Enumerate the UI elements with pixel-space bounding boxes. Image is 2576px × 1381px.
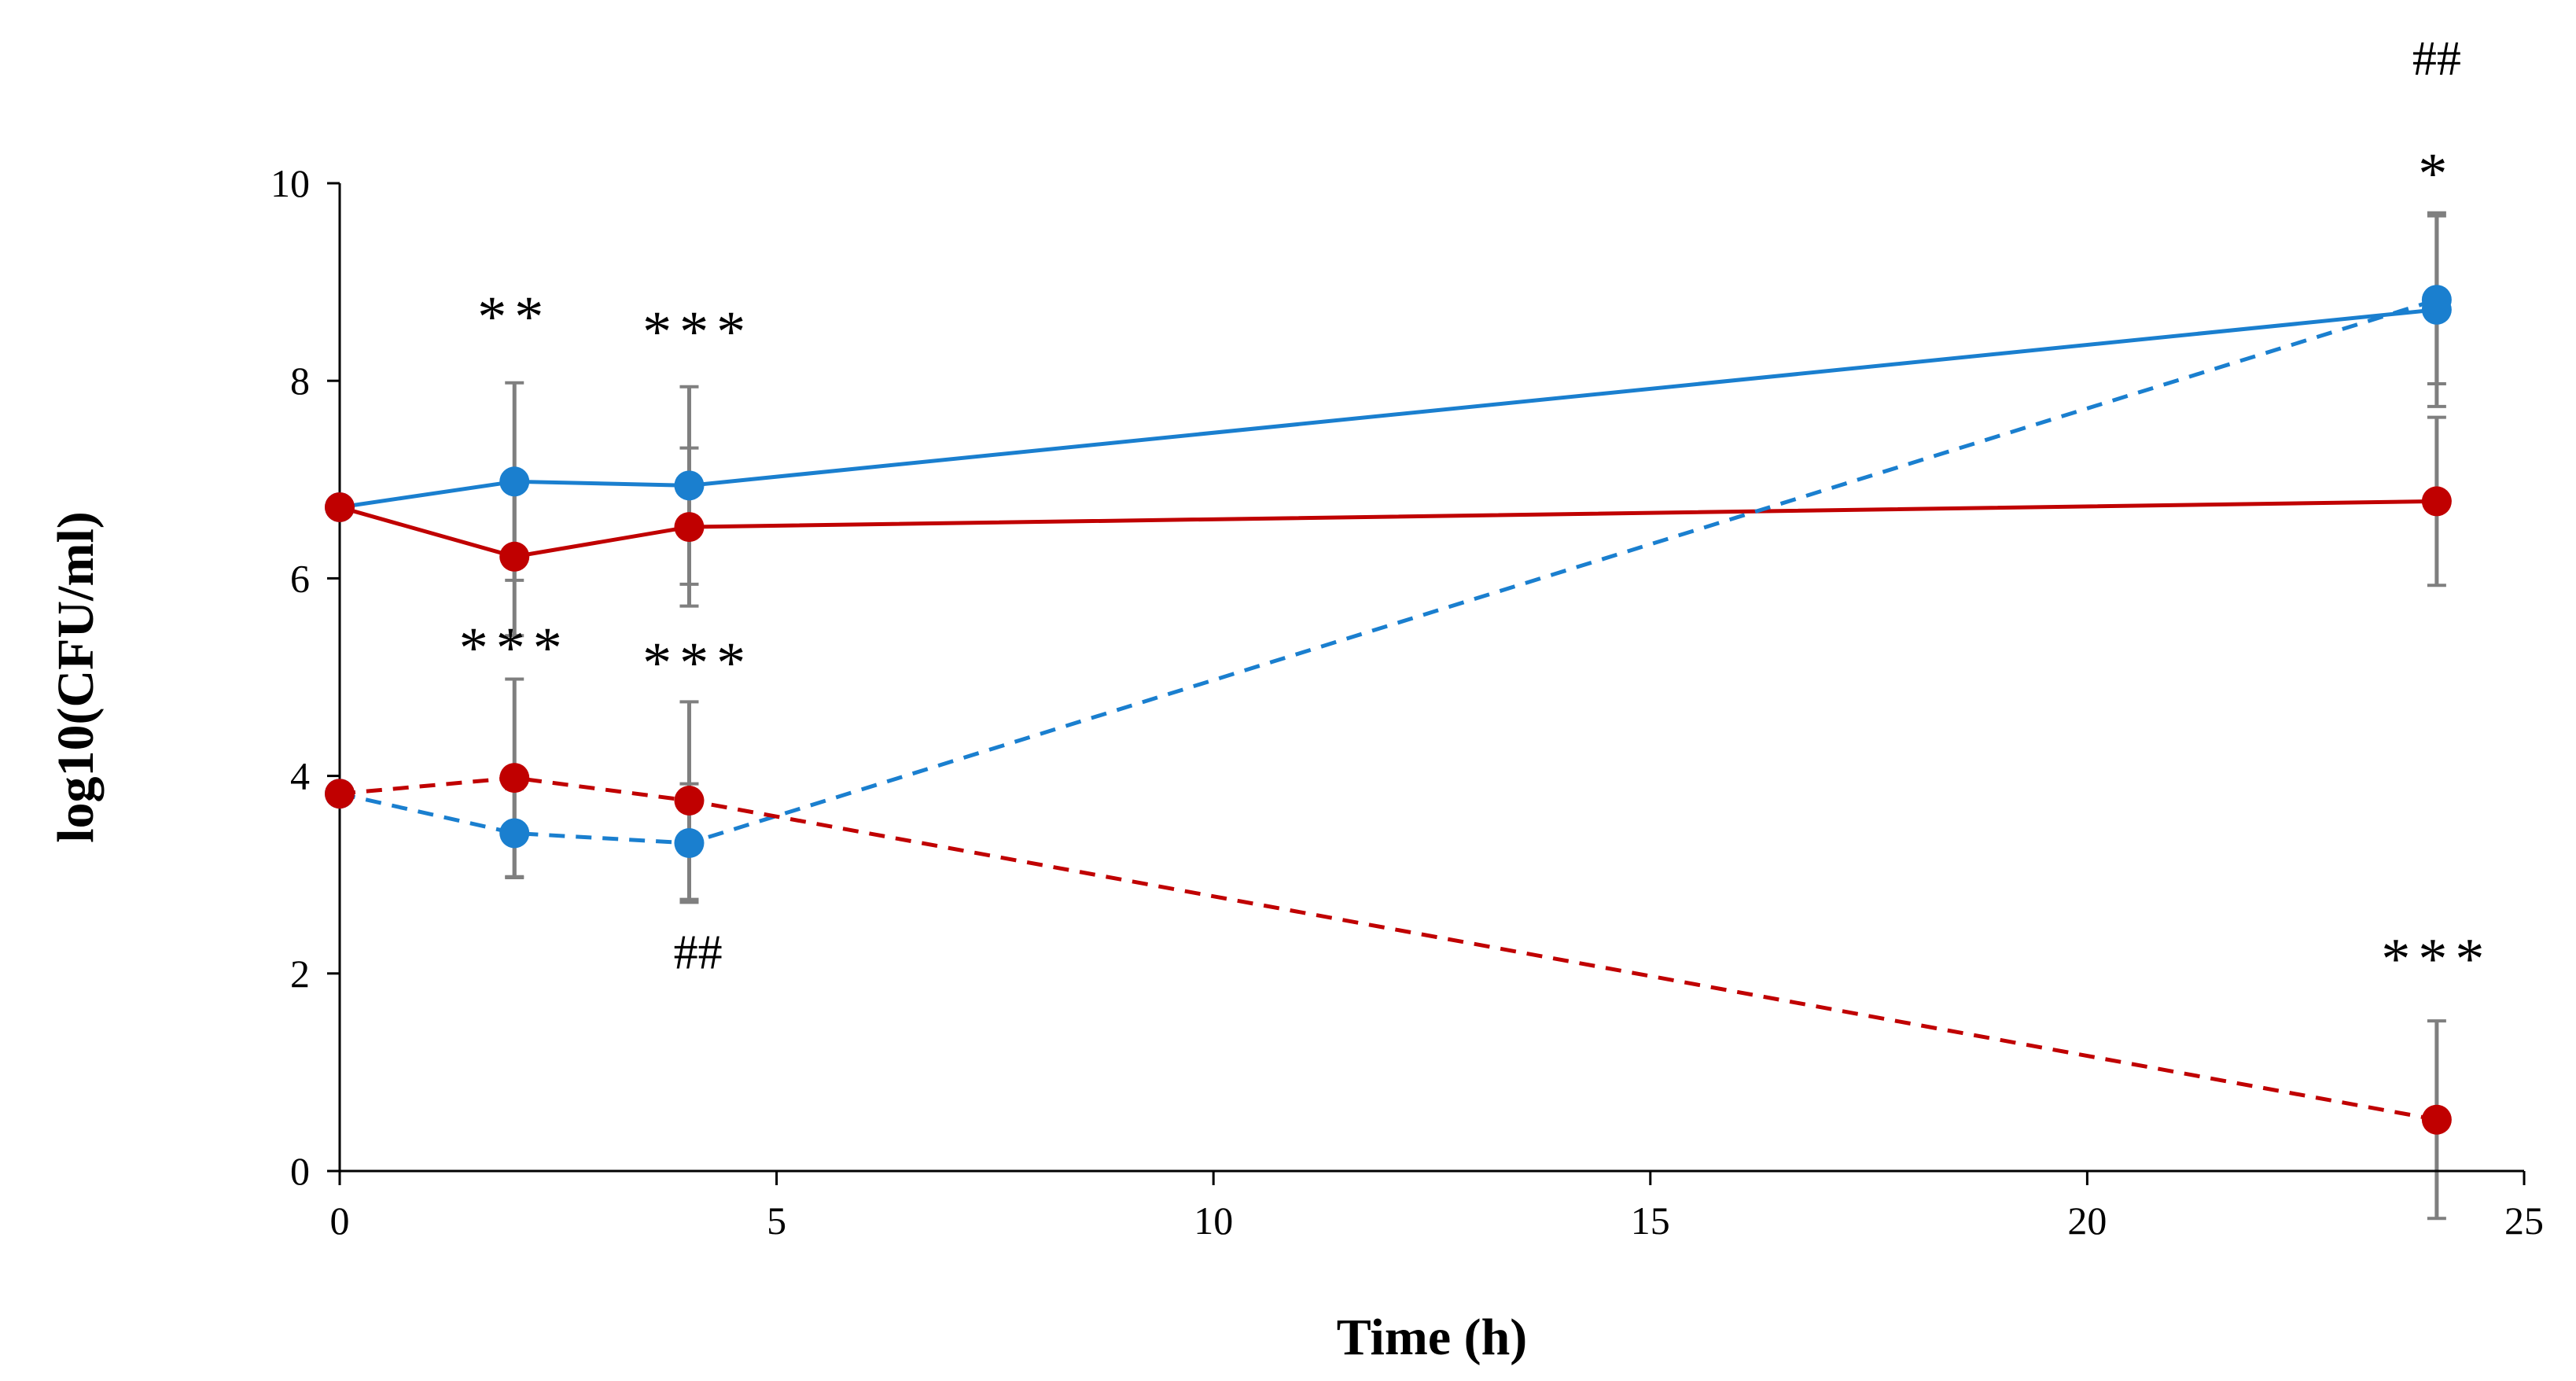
x-tick-label: 5 <box>767 1199 786 1243</box>
annotation-label: ** <box>477 285 551 350</box>
data-point-red-dashed <box>2421 1104 2452 1135</box>
data-point-blue-dashed <box>2421 285 2452 315</box>
error-bars <box>505 211 2446 1221</box>
x-axis-title: Time (h) <box>1337 1309 1528 1366</box>
annotation-label: ## <box>674 926 723 980</box>
annotation-label: * <box>2418 142 2455 207</box>
data-point-red-dashed <box>499 763 530 794</box>
annotation-label: *** <box>459 616 570 680</box>
y-axis-title: log10(CFU/ml) <box>47 511 105 843</box>
y-tick-label: 8 <box>290 359 310 403</box>
series-line-blue-solid <box>339 308 2438 510</box>
data-point-red-solid <box>499 541 530 572</box>
x-tick-label: 0 <box>330 1199 350 1243</box>
annotation-label: ## <box>2412 32 2461 86</box>
data-point-red-solid <box>2421 486 2452 517</box>
y-tick-label: 0 <box>290 1149 310 1193</box>
data-point-red-solid <box>325 492 355 522</box>
data-point-blue-solid <box>674 470 705 501</box>
x-tick-label: 25 <box>2504 1199 2544 1243</box>
y-tick-label: 10 <box>270 161 310 205</box>
y-tick-label: 6 <box>290 556 310 600</box>
y-tick-label: 4 <box>290 754 310 798</box>
x-tick-label: 15 <box>1631 1199 1670 1243</box>
data-point-blue-dashed <box>499 818 530 849</box>
x-tick-label: 10 <box>1194 1199 1233 1243</box>
series-line-red-solid <box>339 499 2437 559</box>
x-tick-label: 20 <box>2067 1199 2107 1243</box>
series-lines <box>339 297 2438 1122</box>
y-tick-label: 2 <box>290 952 310 996</box>
annotation-label: *** <box>642 631 753 695</box>
annotation-label: *** <box>2381 927 2492 992</box>
data-point-red-dashed <box>674 786 705 816</box>
data-point-blue-dashed <box>674 828 705 859</box>
data-point-red-dashed <box>325 779 355 809</box>
series-line-red-dashed <box>339 775 2438 1122</box>
axes <box>338 183 2524 1173</box>
axis-ticks: 0 2 4 6 8 10 0 5 10 15 20 25 <box>270 161 2544 1243</box>
data-point-red-solid <box>674 512 705 543</box>
significance-annotations: ** ****** ***####**** <box>459 32 2492 992</box>
series-points <box>325 285 2452 1135</box>
series-line-blue-dashed <box>339 297 2438 845</box>
data-point-blue-solid <box>499 466 530 497</box>
annotation-label: *** <box>642 300 753 365</box>
